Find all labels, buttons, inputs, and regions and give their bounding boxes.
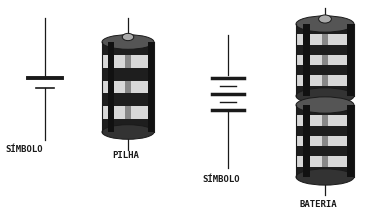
Ellipse shape — [296, 97, 354, 113]
Bar — [102, 81, 154, 93]
Bar — [322, 115, 328, 126]
Bar — [303, 105, 310, 177]
Text: SÍMBOLO: SÍMBOLO — [202, 175, 240, 184]
Bar — [125, 106, 131, 119]
Bar — [322, 55, 328, 65]
Ellipse shape — [102, 35, 154, 49]
Text: PILHA: PILHA — [112, 151, 139, 160]
Ellipse shape — [102, 125, 154, 139]
Text: BATERIA: BATERIA — [300, 200, 337, 209]
Bar — [125, 55, 131, 68]
Ellipse shape — [296, 16, 354, 32]
Bar — [322, 156, 328, 167]
Ellipse shape — [296, 169, 354, 185]
Bar — [122, 37, 134, 42]
Bar — [296, 115, 354, 126]
Bar — [125, 81, 131, 93]
Bar — [102, 42, 154, 132]
Bar — [296, 136, 354, 146]
Ellipse shape — [296, 88, 354, 104]
Bar — [148, 42, 154, 132]
Text: SÍMBOLO: SÍMBOLO — [5, 145, 43, 154]
Bar — [102, 55, 154, 68]
Bar — [296, 75, 354, 86]
Bar — [322, 136, 328, 146]
Bar — [303, 24, 310, 96]
Bar — [108, 42, 114, 132]
Bar — [322, 34, 328, 45]
Bar — [102, 106, 154, 119]
Ellipse shape — [122, 33, 134, 41]
Ellipse shape — [318, 15, 331, 23]
Bar — [296, 105, 354, 177]
Bar — [296, 24, 354, 96]
Bar — [318, 19, 331, 24]
Bar — [296, 34, 354, 45]
Bar — [296, 55, 354, 65]
Bar — [347, 105, 354, 177]
Bar — [347, 24, 354, 96]
Bar — [296, 156, 354, 167]
Bar — [322, 75, 328, 86]
